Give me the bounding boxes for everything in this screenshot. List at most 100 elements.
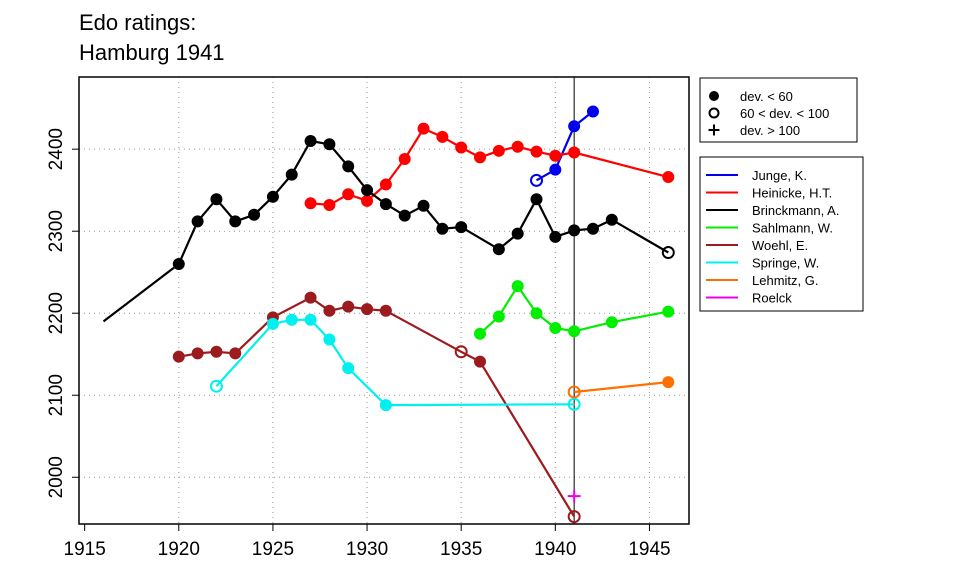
data-point [530, 173, 543, 187]
data-point [379, 304, 392, 317]
data-point [210, 345, 223, 358]
legend-box [699, 156, 864, 312]
legend-symbol-open-circle [708, 107, 720, 119]
data-point [549, 163, 562, 176]
chart-title-line-1: Edo ratings: [79, 10, 197, 35]
series-legend: Junge, K. Heinicke, H.T. Brinckmann, A. Sah… [699, 156, 864, 312]
data-point [229, 347, 242, 360]
data-point [530, 145, 543, 158]
data-point [454, 345, 468, 359]
data-point [379, 399, 392, 412]
data-point [361, 194, 374, 207]
data-point [379, 178, 392, 191]
y-tick-label: 2400 [46, 128, 67, 170]
data-point [492, 243, 505, 256]
data-point [511, 280, 524, 293]
legend-entry: Springe, W. [752, 256, 819, 271]
data-point [210, 193, 223, 206]
data-point [248, 208, 261, 221]
series-3 [474, 280, 675, 340]
data-point [567, 397, 581, 411]
legend-entry: Woehl, E. [752, 238, 808, 253]
data-point [398, 153, 411, 166]
data-point [568, 325, 581, 338]
data-point [342, 160, 355, 173]
data-point [417, 199, 430, 212]
data-point [379, 198, 392, 211]
y-axis: 2000 2100 2200 2300 2400 [46, 128, 79, 498]
data-point [455, 221, 468, 234]
data-point [474, 151, 487, 164]
data-point [323, 304, 336, 317]
series-1 [304, 122, 675, 211]
legend-entry: Heinicke, H.T. [752, 186, 832, 201]
data-point [361, 303, 374, 316]
series-7 [567, 489, 581, 503]
data-point [474, 355, 487, 368]
data-point [567, 385, 581, 399]
data-point [417, 122, 430, 135]
data-point [492, 310, 505, 323]
deviation-legend: dev. < 60 60 < dev. < 100 dev. > 100 [699, 77, 858, 143]
x-tick-label: 1930 [346, 539, 388, 560]
data-point [605, 213, 618, 226]
data-point [342, 362, 355, 375]
legend-label: dev. < 60 [740, 89, 793, 104]
data-point [567, 510, 581, 524]
data-point [323, 138, 336, 151]
data-point [567, 489, 581, 503]
x-tick-label: 1925 [252, 539, 294, 560]
data-point [285, 168, 298, 181]
data-point [474, 327, 487, 340]
y-tick-label: 2100 [46, 374, 67, 416]
series-line [310, 127, 669, 206]
data-point [549, 230, 562, 243]
data-point [662, 171, 675, 184]
data-point [436, 222, 449, 235]
legend-box [699, 77, 858, 143]
data-point [323, 198, 336, 211]
legend-entry: Lehmitz, G. [752, 273, 818, 288]
legend-entry: Roelck [752, 291, 792, 306]
legend-symbol-plus [708, 124, 720, 136]
data-point [342, 300, 355, 313]
series-line [215, 318, 575, 407]
data-point [342, 188, 355, 201]
series-2 [102, 134, 675, 323]
data-point [568, 146, 581, 159]
series-line [178, 296, 576, 518]
legend-label: 60 < dev. < 100 [740, 106, 829, 121]
data-point [586, 105, 599, 118]
legend-entry: Junge, K. [752, 168, 807, 183]
x-tick-label: 1920 [158, 539, 200, 560]
data-point [662, 376, 675, 389]
y-tick-label: 2200 [46, 292, 67, 334]
data-point [530, 307, 543, 320]
data-point [511, 227, 524, 240]
x-axis: 1915 1920 1925 1930 1935 1940 1945 [64, 524, 671, 560]
data-point [304, 197, 317, 210]
data-point [304, 291, 317, 304]
data-point [398, 209, 411, 222]
x-tick-label: 1915 [64, 539, 106, 560]
data-point [568, 120, 581, 133]
data-point [361, 184, 374, 197]
legend-symbol-filled-circle [709, 91, 719, 101]
x-tick-label: 1940 [534, 539, 576, 560]
data-point [304, 313, 317, 326]
chart-title-line-2: Hamburg 1941 [79, 40, 225, 65]
grid-lines [79, 77, 689, 524]
series-line [102, 139, 669, 323]
data-point [436, 130, 449, 143]
series-5 [209, 313, 581, 412]
y-tick-label: 2300 [46, 210, 67, 252]
series-0 [530, 105, 599, 187]
data-point [266, 317, 279, 330]
data-point [549, 321, 562, 334]
data-point [323, 333, 336, 346]
data-point [191, 347, 204, 360]
data-point [304, 134, 317, 147]
data-point [492, 144, 505, 157]
x-tick-label: 1945 [628, 539, 670, 560]
